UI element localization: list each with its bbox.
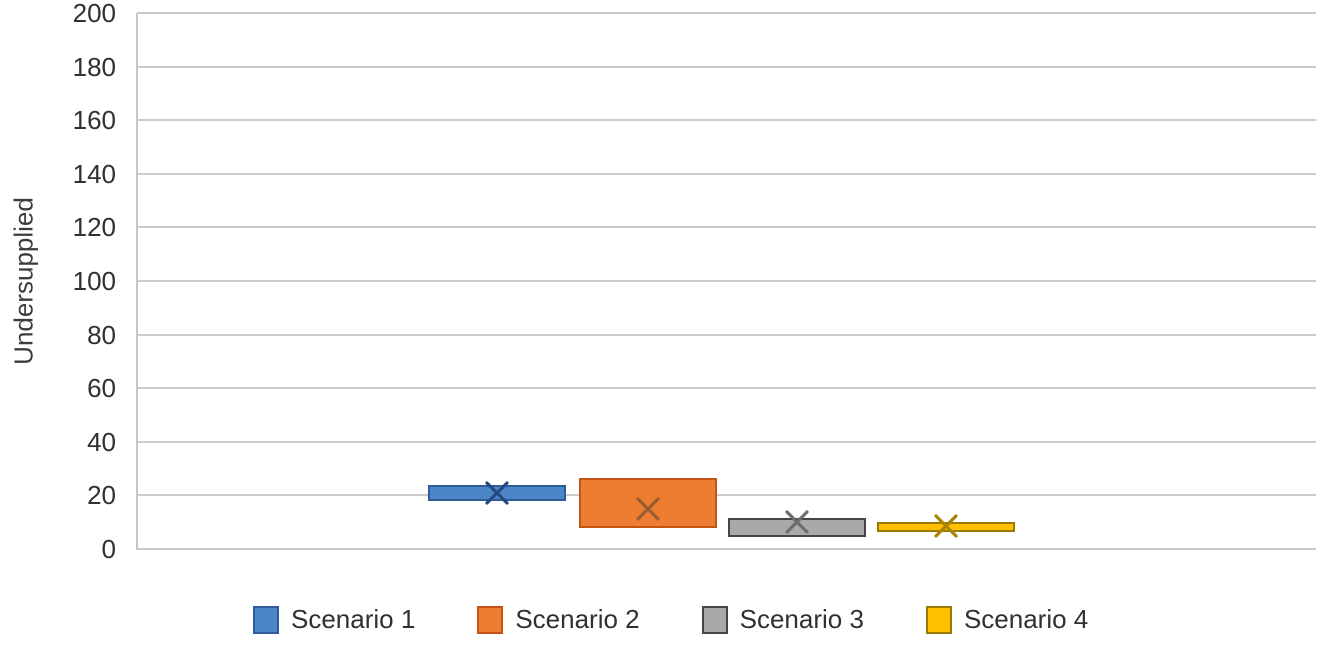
legend: Scenario 1 Scenario 2 Scenario 3 Scenario 4 xyxy=(253,604,1088,635)
y-tick-label: 140 xyxy=(72,158,116,189)
y-tick-label: 80 xyxy=(87,319,116,350)
gridline xyxy=(137,226,1316,229)
gridline xyxy=(137,119,1316,122)
legend-item-scenario-3: Scenario 3 xyxy=(701,604,864,635)
y-tick-label: 180 xyxy=(72,51,116,82)
legend-swatch-scenario-4 xyxy=(925,605,952,634)
y-tick-label: 60 xyxy=(87,373,116,404)
mean-marker-scenario-1 xyxy=(485,481,509,505)
legend-swatch-scenario-1 xyxy=(253,605,279,634)
mean-marker-scenario-2 xyxy=(636,497,660,521)
legend-label-scenario-1: Scenario 1 xyxy=(291,604,416,634)
y-tick-label: 100 xyxy=(72,266,116,296)
y-tick-label: 40 xyxy=(87,426,116,457)
legend-swatch-scenario-3 xyxy=(701,605,728,634)
legend-label-scenario-3: Scenario 3 xyxy=(739,604,864,634)
legend-swatch-scenario-2 xyxy=(477,605,504,634)
gridline xyxy=(137,172,1316,175)
legend-label-scenario-4: Scenario 4 xyxy=(963,604,1089,634)
box-scenario-2 xyxy=(579,477,717,528)
legend-item-scenario-2: Scenario 2 xyxy=(477,604,640,635)
gridline xyxy=(137,440,1316,443)
y-tick-label: 200 xyxy=(72,0,116,28)
mean-marker-scenario-3 xyxy=(785,510,809,534)
y-tick-label: 0 xyxy=(101,534,116,564)
y-tick-label: 160 xyxy=(72,105,116,136)
gridline xyxy=(137,494,1316,497)
y-tick-label: 120 xyxy=(72,212,116,243)
box-scenario-3 xyxy=(728,518,866,537)
legend-label-scenario-2: Scenario 2 xyxy=(515,604,640,634)
gridline xyxy=(137,333,1316,336)
y-tick-label: 20 xyxy=(87,480,116,511)
gridline xyxy=(137,12,1316,14)
gridline xyxy=(137,65,1316,68)
legend-item-scenario-1: Scenario 1 xyxy=(253,604,415,635)
gridline xyxy=(137,548,1316,550)
legend-item-scenario-4: Scenario 4 xyxy=(925,604,1089,635)
gridline xyxy=(137,387,1316,390)
gridline xyxy=(137,280,1316,282)
mean-marker-scenario-4 xyxy=(934,514,958,538)
plot-area xyxy=(137,12,1316,550)
